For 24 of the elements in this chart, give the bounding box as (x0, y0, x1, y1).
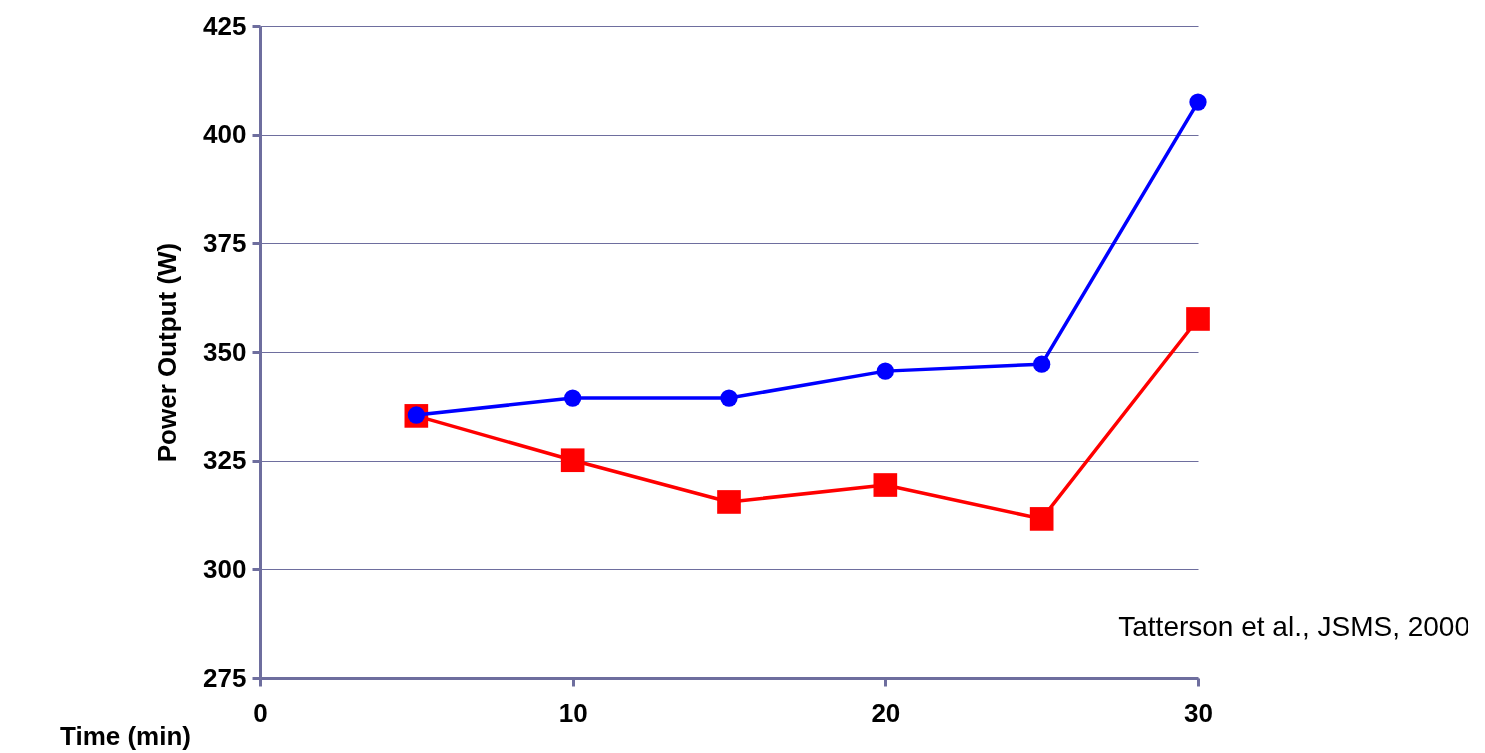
x-tick-label: 20 (871, 697, 901, 728)
point (720, 389, 738, 407)
point (564, 389, 582, 407)
point (876, 362, 894, 380)
y-tick-label: 300 (203, 553, 247, 584)
point (1033, 355, 1051, 373)
y-tick-label: 425 (203, 10, 247, 41)
y-tick-label: 275 (203, 662, 247, 693)
y-tick-label: 375 (203, 227, 247, 258)
x-tick-label: 0 (253, 697, 268, 728)
y-tick-label: 400 (203, 119, 247, 150)
point (1186, 307, 1210, 331)
x-tick-label: 30 (1184, 697, 1213, 728)
annotation: Tatterson et al., JSMS, 2000 (1118, 611, 1470, 642)
point (717, 490, 741, 514)
point (873, 473, 898, 497)
point (560, 448, 585, 473)
x-axis-title: Time (min) (60, 720, 191, 751)
x-tick-label: 10 (558, 697, 588, 728)
y-tick-label: 350 (203, 336, 247, 367)
y-tick-label: 325 (203, 445, 247, 476)
point (1029, 507, 1054, 531)
y-axis-title: Power Output (W) (152, 242, 183, 463)
point (1189, 93, 1207, 111)
